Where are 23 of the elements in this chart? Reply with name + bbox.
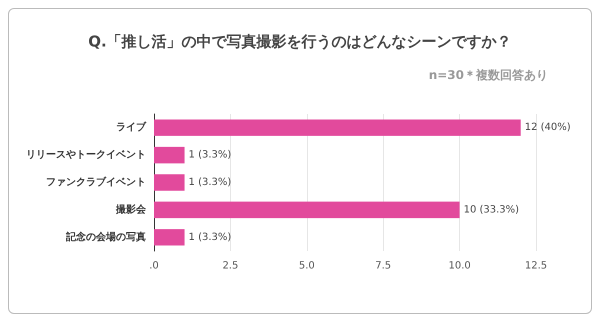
x-tick-label: 10.0 — [448, 260, 471, 272]
x-tick-label: 5.0 — [298, 260, 315, 272]
y-tick-label: リリースやトークイベント — [26, 150, 146, 161]
chart-title: Q.「推し活」の中で写真撮影を行うのはどんなシーンですか？ — [88, 32, 512, 50]
y-tick-label: ライブ — [116, 121, 147, 134]
y-tick-label: 撮影会 — [115, 203, 147, 216]
data-label: 1 (3.3%) — [188, 232, 232, 243]
bar — [154, 174, 185, 191]
data-label: 1 (3.3%) — [188, 150, 232, 161]
data-label: 12 (40%) — [524, 122, 571, 134]
x-tick-label: 2.5 — [222, 260, 238, 272]
data-label: 1 (3.3%) — [188, 177, 232, 188]
x-tick-label: 12.5 — [524, 260, 548, 272]
bar — [154, 202, 460, 218]
bar — [154, 119, 521, 136]
y-tick-label: 記念の会場の写真 — [65, 230, 146, 243]
bar — [154, 229, 185, 246]
y-tick-label: ファンクラブイベント — [46, 176, 146, 188]
data-label: 10 (33.3%) — [464, 204, 520, 216]
chart-subtitle: n=30＊複数回答あり — [428, 68, 548, 82]
x-tick-label: 7.5 — [375, 260, 392, 272]
x-tick-label: .0 — [149, 260, 159, 272]
bar — [154, 146, 185, 164]
